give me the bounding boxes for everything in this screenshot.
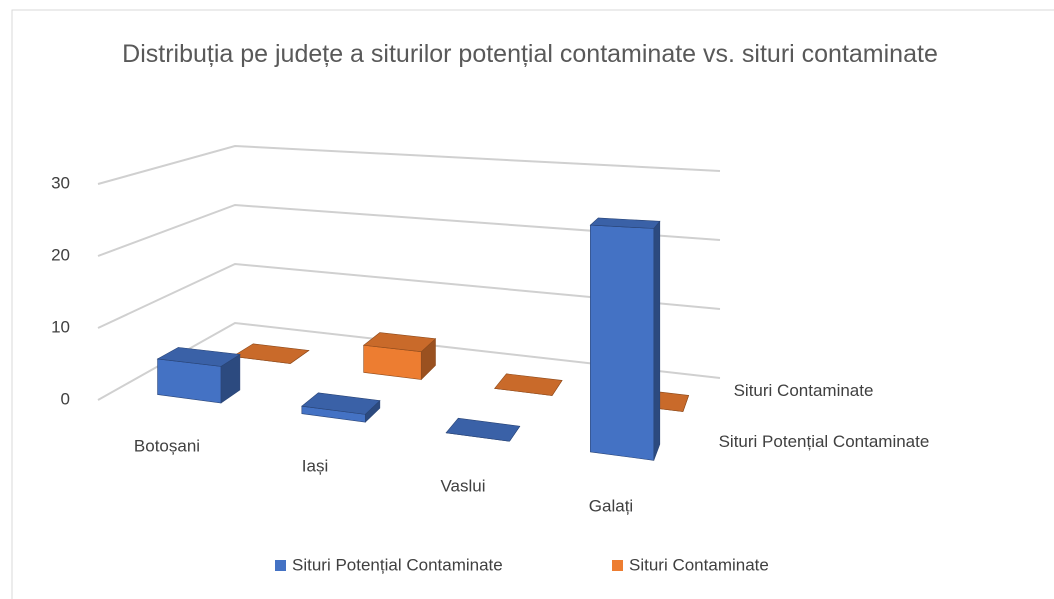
bar [301, 392, 381, 423]
bar-top [156, 347, 241, 367]
x-tick-label: Vaslui [440, 476, 485, 495]
bar [362, 332, 437, 381]
y-tick-label: 30 [51, 173, 70, 192]
legend-label: Situri Contaminate [629, 555, 769, 574]
bar [231, 343, 310, 364]
bar-top [231, 343, 310, 364]
bar [493, 373, 563, 396]
bar-top [493, 373, 563, 396]
bar-top [362, 332, 437, 353]
bar-top [445, 417, 521, 442]
bar-side [653, 220, 661, 461]
x-tick-label: Galați [589, 496, 633, 515]
legend-swatch [612, 560, 623, 571]
chart-title: Distribuția pe județe a siturilor potenț… [122, 40, 938, 68]
chart-border [11, 9, 1054, 599]
depth-label: Situri Contaminate [734, 381, 874, 400]
y-tick-label: 0 [61, 389, 70, 408]
bar [156, 347, 241, 404]
grid-line [97, 262, 721, 329]
x-tick-label: Iași [302, 456, 328, 475]
y-tick-label: 20 [51, 245, 70, 264]
legend-label: Situri Potențial Contaminate [292, 555, 503, 574]
grid-line [97, 321, 721, 401]
bar [445, 417, 521, 442]
bar-front [590, 224, 655, 461]
depth-label: Situri Potențial Contaminate [719, 432, 930, 451]
grid-line [97, 144, 721, 185]
legend-swatch [275, 560, 286, 571]
bar-top [301, 392, 381, 415]
bar-top [589, 217, 661, 229]
bar [589, 217, 661, 461]
x-tick-label: Botoșani [134, 436, 200, 455]
grid-line [97, 203, 721, 257]
y-tick-label: 10 [51, 317, 70, 336]
